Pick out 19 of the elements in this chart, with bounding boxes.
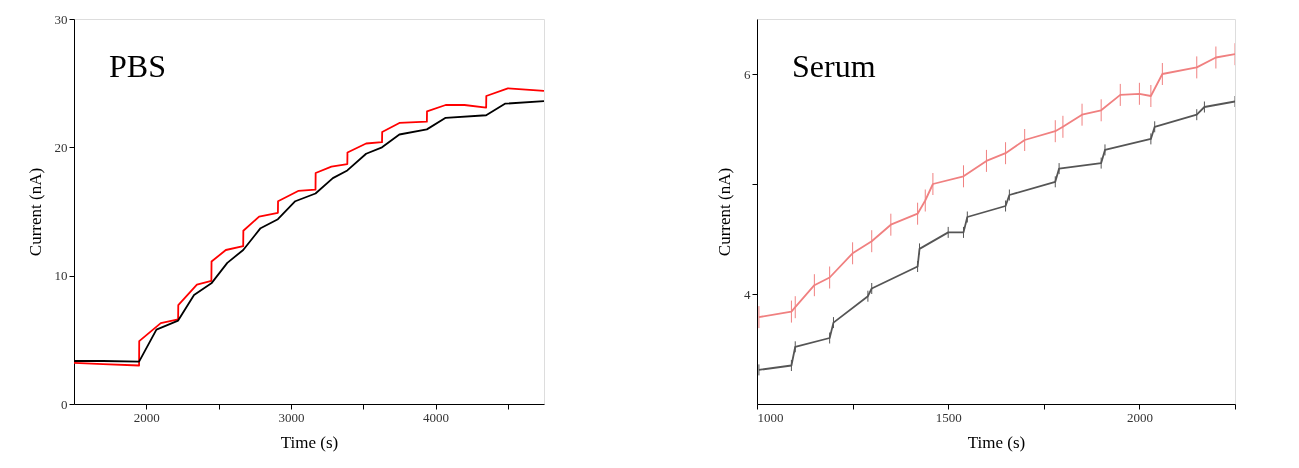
y-tick-label: 0 — [61, 396, 68, 412]
x-tick-label: 3000 — [278, 409, 305, 425]
annotation: Serum — [792, 48, 876, 84]
line-series — [758, 100, 1235, 371]
y-tick-label: 20 — [54, 139, 68, 155]
y-tick-label: 30 — [54, 11, 68, 27]
y-tick-label: 10 — [54, 268, 68, 284]
y-axis-title: Current (nA) — [715, 167, 734, 257]
x-axis-title: Time (s) — [280, 432, 339, 452]
y-tick-label: 6 — [744, 66, 751, 82]
y-tick-label: 4 — [744, 286, 751, 302]
x-tick-label: 1000 — [757, 409, 784, 425]
y-axis-title: Current (nA) — [25, 167, 45, 257]
x-tick-label: 1500 — [935, 409, 962, 425]
x-tick-label: 2000 — [133, 409, 160, 425]
x-tick-label: 4000 — [423, 409, 450, 425]
annotation: PBS — [109, 48, 166, 84]
x-tick-label: 2000 — [1126, 409, 1153, 425]
x-axis-title: Time (s) — [967, 432, 1026, 452]
